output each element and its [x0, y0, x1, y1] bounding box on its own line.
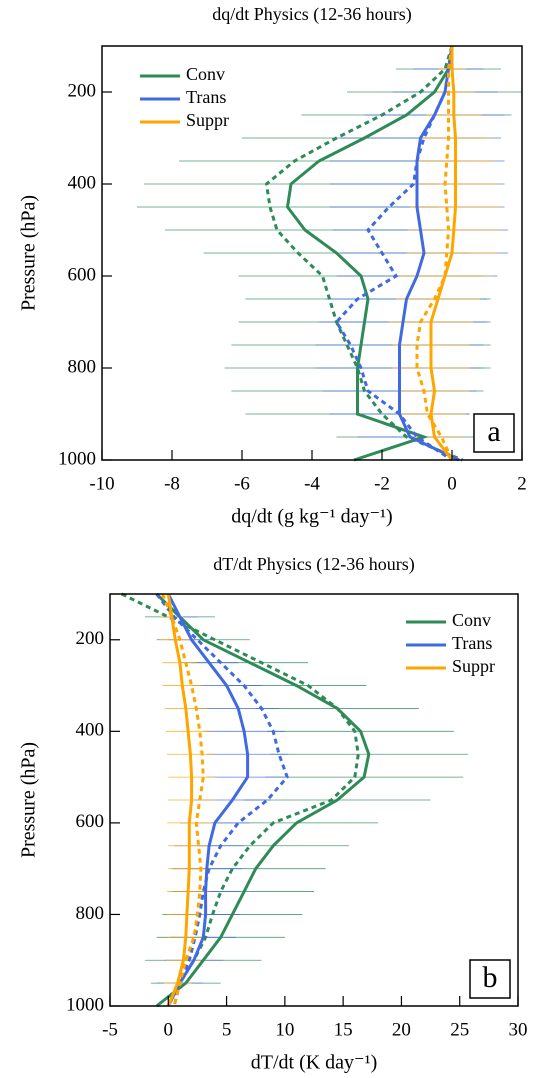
chart-title: dq/dt Physics (12-36 hours)	[212, 4, 412, 25]
series-line	[429, 46, 457, 461]
x-tick-label: -6	[234, 473, 250, 494]
y-tick-label: 200	[68, 80, 97, 101]
y-tick-label: 1000	[58, 448, 96, 469]
x-tick-label: 0	[164, 1019, 174, 1040]
y-tick-label: 400	[76, 720, 105, 741]
series-dashed-line	[415, 45, 454, 461]
x-tick-label: -8	[164, 473, 180, 494]
series-line	[155, 592, 371, 1008]
y-tick-label: 400	[68, 172, 97, 193]
legend-label: Conv	[452, 610, 491, 630]
y-tick-label: 600	[68, 264, 97, 285]
x-tick-label: 5	[222, 1019, 232, 1040]
panel-label-box	[469, 959, 511, 999]
x-tick-label: 10	[275, 1019, 294, 1040]
legend-label: Conv	[186, 64, 225, 84]
series-dashed-line	[334, 45, 454, 462]
series-dashed-line	[121, 592, 360, 1007]
y-axis-title: Pressure (hPa)	[18, 195, 40, 311]
series-line	[398, 45, 460, 462]
x-tick-label: -2	[374, 473, 390, 494]
panel-label: b	[483, 961, 498, 994]
x-tick-label: -10	[89, 473, 114, 494]
x-tick-label: 30	[509, 1019, 528, 1040]
x-axis-title: dq/dt (g kg⁻¹ day⁻¹)	[231, 506, 392, 528]
series-dashed-line	[264, 45, 464, 462]
y-tick-label: 1000	[66, 994, 104, 1015]
panel-label: a	[487, 415, 500, 448]
y-tick-label: 200	[76, 628, 105, 649]
y-tick-label: 600	[76, 811, 105, 832]
series-dashed-line	[155, 593, 289, 1007]
x-tick-label: -4	[304, 473, 320, 494]
series-line	[166, 593, 194, 1007]
panel: dq/dt Physics (12-36 hours) -10 -8 -6 -4 -2 0 2…	[18, 4, 527, 527]
y-tick-label: 800	[76, 903, 105, 924]
x-tick-label: 20	[392, 1019, 411, 1040]
y-tick-label: 800	[68, 356, 97, 377]
legend-label: Suppr	[186, 110, 229, 130]
legend-label: Suppr	[452, 656, 495, 676]
x-tick-label: 15	[334, 1019, 353, 1040]
y-axis-title: Pressure (hPa)	[18, 742, 40, 858]
legend-label: Trans	[452, 633, 492, 653]
plot-frame	[109, 593, 519, 1007]
series-dashed-line	[161, 593, 205, 1007]
panel-label-box	[473, 413, 515, 453]
series-line	[285, 45, 454, 462]
x-tick-label: -5	[102, 1019, 118, 1040]
chart-title: dT/dt Physics (12-36 hours)	[213, 554, 415, 575]
x-tick-label: 0	[447, 473, 457, 494]
legend-label: Trans	[186, 87, 226, 107]
x-tick-label: 2	[517, 473, 527, 494]
series-line	[166, 593, 250, 1007]
panel: dT/dt Physics (12-36 hours) -5 0 5 10 15 20 25 3…	[18, 554, 528, 1073]
x-tick-label: 25	[450, 1019, 469, 1040]
x-axis-title: dT/dt (K day⁻¹)	[251, 1052, 378, 1074]
